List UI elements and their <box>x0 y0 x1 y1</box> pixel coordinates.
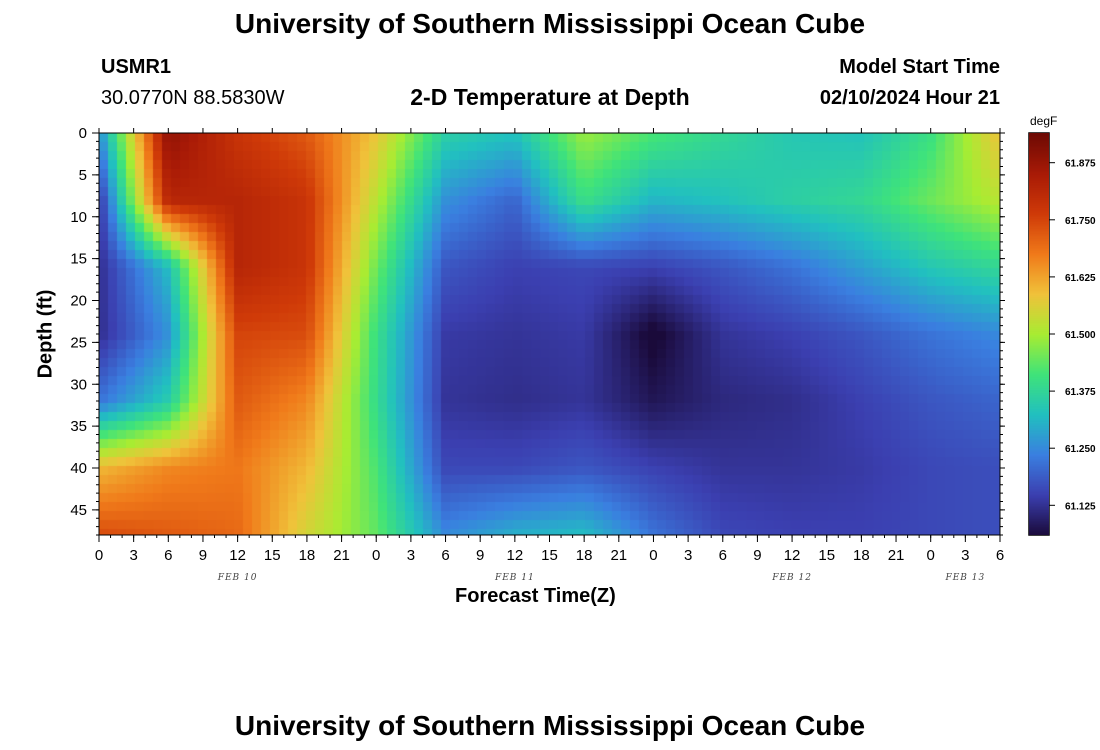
plot-frame <box>98 132 1001 536</box>
x-tick-label: 6 <box>996 547 1004 564</box>
y-tick-label: 25 <box>70 334 87 351</box>
y-tick-label: 0 <box>79 125 87 142</box>
y-tick-label: 30 <box>70 376 87 393</box>
x-tick-label: 0 <box>95 547 103 564</box>
x-tick-label: 18 <box>576 547 593 564</box>
colorbar-tick-label: 61.750 <box>1065 216 1096 227</box>
y-tick-label: 45 <box>70 502 87 519</box>
x-tick-label: 21 <box>888 547 905 564</box>
x-tick-label: 3 <box>129 547 137 564</box>
colorbar-unit: degF <box>1030 114 1058 128</box>
chart-title: University of Southern Mississippi Ocean… <box>234 8 866 39</box>
x-tick-label: 6 <box>719 547 727 564</box>
station-id: USMR1 <box>101 56 172 78</box>
x-tick-label: 21 <box>333 547 350 564</box>
x-tick-label: 3 <box>407 547 415 564</box>
x-date-label: FEB 13 <box>944 573 985 583</box>
x-tick-label: 18 <box>299 547 316 564</box>
x-axis-label: Forecast Time(Z) <box>455 585 616 607</box>
model-start-label: Model Start Time <box>839 56 1000 78</box>
colorbar-tick-label: 61.375 <box>1065 387 1096 398</box>
x-date-label: FEB 12 <box>771 573 812 583</box>
x-tick-label: 21 <box>610 547 627 564</box>
colorbar-tick-label: 61.625 <box>1065 273 1096 284</box>
y-tick-label: 40 <box>70 460 87 477</box>
x-tick-label: 9 <box>476 547 484 564</box>
x-date-label: FEB 10 <box>217 573 258 583</box>
x-tick-label: 3 <box>961 547 969 564</box>
x-tick-label: 3 <box>684 547 692 564</box>
x-tick-label: 12 <box>784 547 801 564</box>
station-location: 30.0770N 88.5830W <box>101 87 285 109</box>
x-tick-label: 9 <box>199 547 207 564</box>
footer-title: University of Southern Mississippi Ocean… <box>234 710 866 741</box>
model-start-time: 02/10/2024 Hour 21 <box>819 87 1000 109</box>
y-tick-label: 5 <box>79 167 87 184</box>
x-tick-label: 9 <box>753 547 761 564</box>
x-tick-label: 12 <box>229 547 246 564</box>
x-tick-label: 15 <box>818 547 835 564</box>
x-tick-label: 6 <box>164 547 172 564</box>
x-tick-label: 18 <box>853 547 870 564</box>
colorbar <box>1029 133 1049 535</box>
x-tick-label: 12 <box>507 547 524 564</box>
x-date-label: FEB 11 <box>494 573 535 583</box>
colorbar-tick-label: 61.250 <box>1065 444 1096 455</box>
x-tick-label: 6 <box>441 547 449 564</box>
y-axis-label: Depth (ft) <box>34 289 57 379</box>
x-tick-label: 0 <box>927 547 935 564</box>
y-tick-label: 20 <box>70 293 87 310</box>
temperature-heatmap <box>99 133 1000 535</box>
x-tick-label: 15 <box>264 547 281 564</box>
x-tick-label: 0 <box>372 547 380 564</box>
chart-subtitle: 2-D Temperature at Depth <box>410 84 690 110</box>
x-tick-label: 0 <box>649 547 657 564</box>
x-tick-label: 15 <box>541 547 558 564</box>
colorbar-tick-label: 61.500 <box>1065 330 1096 341</box>
colorbar-tick-label: 61.875 <box>1065 159 1096 170</box>
colorbar-tick-label: 61.125 <box>1065 501 1096 512</box>
y-tick-label: 35 <box>70 418 87 435</box>
y-tick-label: 15 <box>70 251 87 268</box>
y-tick-label: 10 <box>70 209 87 226</box>
